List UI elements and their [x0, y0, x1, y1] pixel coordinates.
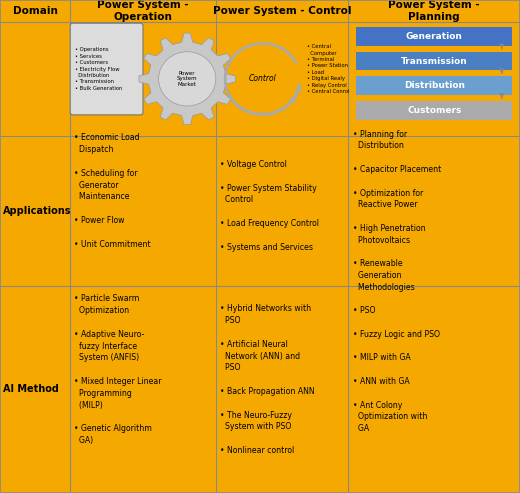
Bar	[356, 101, 512, 120]
Text: Generation: Generation	[406, 32, 463, 41]
Text: Applications: Applications	[3, 206, 71, 216]
Text: • Hybrid Networks with
  PSO

• Artificial Neural
  Network (ANN) and
  PSO

• B: • Hybrid Networks with PSO • Artificial …	[220, 304, 315, 455]
Text: • Central
  Computer
• Terminal
• Power Station
• Load
• Digital Realy
• Relay C: • Central Computer • Terminal • Power St…	[307, 44, 349, 94]
Bar	[356, 52, 512, 70]
Text: Power System -
Planning: Power System - Planning	[388, 0, 480, 22]
Bar	[356, 27, 512, 46]
Circle shape	[159, 52, 216, 106]
Text: Power System -
Operation: Power System - Operation	[97, 0, 189, 22]
Text: AI Method: AI Method	[3, 385, 58, 394]
Text: Domain: Domain	[12, 6, 58, 16]
Text: Customers: Customers	[407, 106, 461, 115]
Text: • Operations
• Services
• Customers
• Electricity Flow
  Distribution
• Transmis: • Operations • Services • Customers • El…	[75, 47, 123, 91]
Text: Transmission: Transmission	[401, 57, 467, 66]
Text: • Voltage Control

• Power System Stability
  Control

• Load Frequency Control
: • Voltage Control • Power System Stabili…	[220, 160, 319, 251]
Text: Control: Control	[249, 74, 277, 83]
Text: • Economic Load
  Dispatch

• Scheduling for
  Generator
  Maintenance

• Power : • Economic Load Dispatch • Scheduling fo…	[74, 134, 151, 248]
Text: • Particle Swarm
  Optimization

• Adaptive Neuro-
  fuzzy Interface
  System (A: • Particle Swarm Optimization • Adaptive…	[74, 294, 162, 445]
Bar	[356, 76, 512, 95]
Text: Power System - Control: Power System - Control	[213, 6, 352, 16]
Text: Distribution: Distribution	[404, 81, 465, 90]
Text: Power
System
Market: Power System Market	[177, 70, 198, 87]
FancyBboxPatch shape	[70, 23, 143, 115]
Text: • Planning for
  Distribution

• Capacitor Placement

• Optimization for
  React: • Planning for Distribution • Capacitor …	[353, 130, 441, 292]
Polygon shape	[139, 33, 236, 125]
Text: • PSO

• Fuzzy Logic and PSO

• MILP with GA

• ANN with GA

• Ant Colony
  Opti: • PSO • Fuzzy Logic and PSO • MILP with …	[353, 306, 439, 433]
